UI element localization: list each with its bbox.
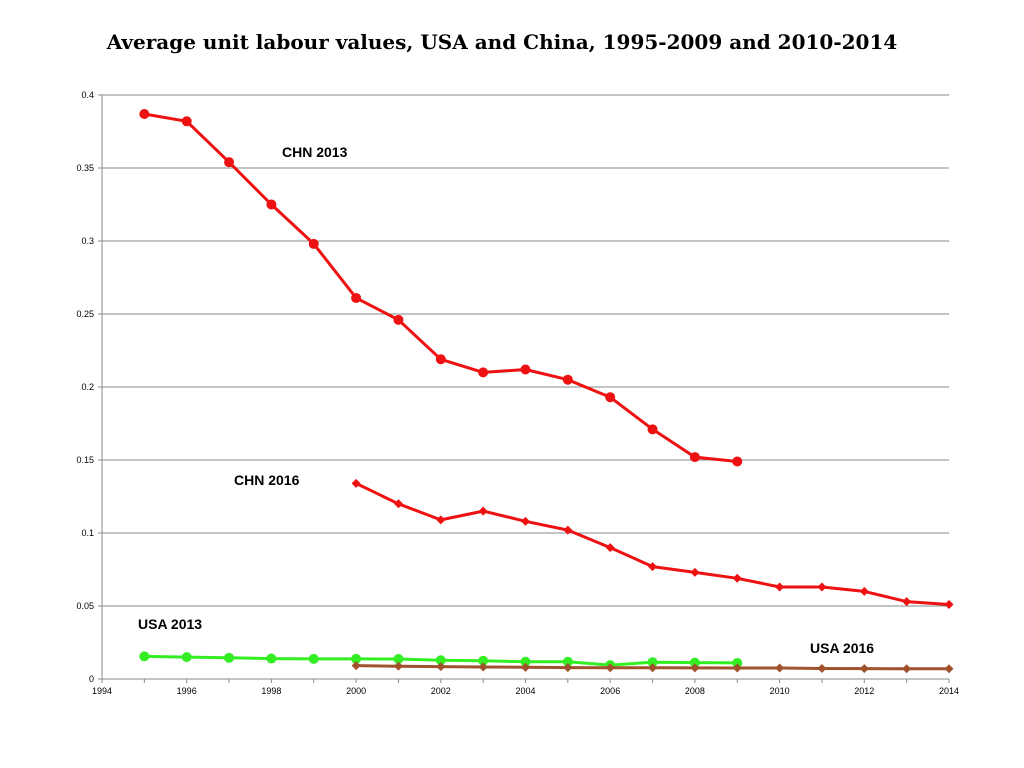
data-point [139,651,150,662]
data-point [732,456,743,467]
series-label-usa-2016: USA 2016 [810,640,874,656]
x-tick-label: 2004 [515,686,535,696]
y-tick-label: 0.2 [81,382,94,392]
data-point [648,663,658,673]
series-line [144,112,738,463]
data-point [521,516,530,526]
data-point [859,586,869,596]
data-point [266,199,277,210]
data-point [478,506,488,516]
data-point [689,452,700,463]
data-point [817,663,827,673]
data-point [478,367,489,378]
data-point [436,662,446,672]
y-tick-label: 0.3 [81,236,94,246]
data-point [732,663,742,673]
data-point [351,653,362,664]
data-point [647,424,658,435]
data-point [351,478,361,488]
series-label-usa-2013: USA 2013 [138,616,202,632]
chart-title: Average unit labour values, USA and Chin… [106,30,898,54]
x-tick-label: 1996 [177,686,197,696]
x-tick-label: 2012 [854,686,874,696]
data-point [562,374,573,385]
x-tick-label: 2002 [431,686,451,696]
data-point [435,354,446,365]
data-point [266,653,277,664]
y-tick-label: 0.15 [76,455,94,465]
data-point [308,653,319,664]
x-tick-label: 1998 [261,686,281,696]
series-group [139,108,954,674]
y-tick-label: 0.4 [81,90,94,100]
data-point [224,652,235,663]
data-point [689,657,700,668]
data-point [775,663,785,673]
x-tick-label: 2014 [939,686,959,696]
series-usa-2016 [351,661,954,674]
data-point [817,582,827,592]
data-point [351,661,361,671]
series-line [355,482,950,606]
data-point [775,582,785,592]
data-point [393,661,403,671]
data-point [478,655,489,666]
data-point [478,662,488,672]
data-point [521,662,530,672]
gridlines [102,94,949,607]
data-point [605,663,615,673]
x-tick-label: 2010 [770,686,790,696]
data-point [563,525,573,535]
data-point [732,657,743,668]
data-point [181,652,192,663]
y-tick-label: 0.35 [76,163,94,173]
series-label-chn-2013: CHN 2013 [282,144,348,160]
series-label-chn-2016: CHN 2016 [234,472,300,488]
x-tick-label: 1994 [92,686,112,696]
data-point [605,543,615,553]
data-point [393,653,404,664]
data-point [648,562,658,572]
data-point [435,655,446,666]
data-point [605,392,616,403]
data-point [902,664,912,674]
data-point [224,157,235,168]
data-point [859,664,869,674]
data-point [563,663,573,673]
data-point [393,499,403,509]
y-tick-label: 0.25 [76,309,94,319]
data-point [139,108,150,119]
data-point [944,600,954,610]
y-tick-label: 0 [89,674,94,684]
data-point [436,515,446,525]
x-tick-label: 2000 [346,686,366,696]
series-labels: CHN 2013 CHN 2016 USA 2013 USA 2016 [138,144,874,656]
series-chn-2016 [351,478,954,610]
y-tick-label: 0.1 [81,528,94,538]
data-point [902,597,912,607]
data-point [732,573,742,583]
series-chn-2013 [139,108,743,467]
y-tick-label: 0.05 [76,601,94,611]
data-point [351,292,362,303]
x-tick-label: 2006 [600,686,620,696]
data-point [690,663,700,673]
x-tick-label: 2008 [685,686,705,696]
data-point [944,664,954,674]
data-point [647,657,658,668]
axes: 0 0.05 0.1 0.15 0.2 0.25 0.3 0.35 0.4 1994 1996 199… [76,90,959,696]
data-point [520,364,531,375]
data-point [181,116,192,127]
data-point [520,656,531,667]
series-usa-2013 [139,651,743,671]
data-point [308,238,319,249]
data-point [690,567,700,577]
data-point [393,314,404,325]
data-point [562,656,573,667]
